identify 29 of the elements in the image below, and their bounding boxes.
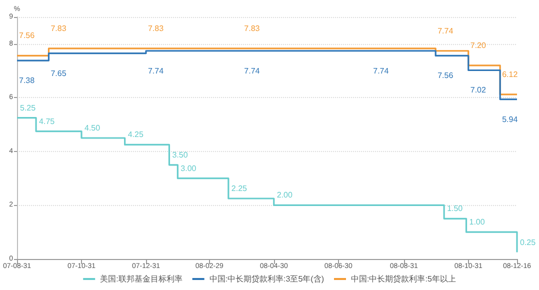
data-label: 3.00 [180,164,197,173]
data-label: 7.65 [50,68,67,78]
legend-label: 美国:联邦基金目标利率 [100,274,182,284]
data-label: 7.83 [244,24,260,33]
data-label: 7.56 [19,31,36,40]
data-label: 7.02 [470,86,486,95]
data-label: 7.74 [244,66,260,76]
data-label: 7.20 [470,40,486,50]
data-label: 5.94 [502,114,518,124]
data-label: 7.74 [148,66,164,76]
legend-label: 中国:中长期贷款利率:5年以上 [351,274,456,284]
data-label: 2.25 [231,184,248,193]
data-label: 1.00 [469,218,486,227]
data-label: 5.25 [20,103,36,112]
data-label: 7.83 [148,24,164,33]
data-label: 7.38 [19,76,36,86]
data-label: 3.50 [172,150,188,160]
data-label: 7.83 [50,24,67,33]
data-label: 0.25 [520,238,536,247]
legend-label: 中国:中长期贷款利率:3至5年(含) [209,274,324,284]
data-label: 4.50 [84,124,101,132]
data-label: 1.50 [447,204,464,214]
data-label: 6.12 [502,70,518,79]
data-label: 7.56 [438,71,454,80]
data-label: 2.00 [276,190,293,200]
data-label: 7.74 [373,66,390,76]
data-label: 4.75 [39,116,56,126]
data-label: 4.25 [128,130,144,140]
data-label: 7.74 [438,26,454,36]
